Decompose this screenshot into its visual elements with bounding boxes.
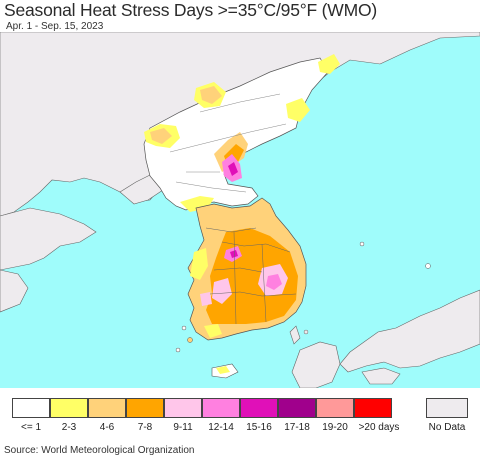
heat-stress-map — [0, 32, 480, 388]
japan-shikoku — [361, 367, 401, 385]
legend-swatch-3 — [126, 398, 164, 418]
legend-swatch-4 — [164, 398, 202, 418]
legend-label-3: 7-8 — [137, 422, 153, 433]
legend-swatch-9 — [354, 398, 392, 418]
legend-swatch-2 — [88, 398, 126, 418]
nk-yellow-patch-east — [286, 98, 310, 122]
legend-swatch-1 — [50, 398, 88, 418]
map-subtitle: Apr. 1 - Sep. 15, 2023 — [6, 21, 104, 32]
legend-label-4: 9-11 — [173, 422, 193, 433]
sk-admin-borders — [205, 227, 297, 325]
sk-pink-west — [212, 278, 232, 304]
legend-label-9: >20 days — [358, 422, 400, 433]
legend-swatch-8 — [316, 398, 354, 418]
legend: <= 1 2-3 4-6 7-8 9-11 12-14 15-16 17-18 … — [12, 398, 474, 438]
legend-label-7: 17-18 — [284, 422, 310, 433]
legend-swatch-0 — [12, 398, 50, 418]
legend-swatch-5 — [202, 398, 240, 418]
china-coast-south — [0, 269, 29, 313]
map-title: Seasonal Heat Stress Days >=35°C/95°F (W… — [4, 0, 378, 20]
pyongyang-core — [228, 162, 238, 176]
legend-label-8: 19-20 — [322, 422, 348, 433]
nk-orange-patch-north — [200, 86, 222, 104]
legend-swatch-nodata — [426, 398, 468, 418]
southwest-island-1 — [181, 325, 187, 331]
japan-island-small — [303, 329, 309, 335]
legend-label-2: 4-6 — [99, 422, 115, 433]
dokdo-island — [425, 263, 431, 269]
source-credit: Source: World Meteorological Organizatio… — [4, 445, 195, 456]
legend-label-nodata: No Data — [428, 422, 466, 433]
southwest-island-2 — [187, 337, 193, 343]
sk-pink-southwest — [200, 292, 212, 306]
japan-kyushu — [291, 341, 341, 388]
jeju-yellow — [216, 366, 230, 374]
sk-yellow-westcoast — [190, 248, 208, 280]
ulleungdo-island — [359, 241, 365, 247]
legend-label-6: 15-16 — [246, 422, 272, 433]
sk-hotspot-central — [230, 250, 238, 258]
tsushima-island — [289, 325, 301, 345]
southwest-island-3 — [175, 347, 181, 353]
legend-label-1: 2-3 — [61, 422, 77, 433]
shandong-peninsula — [0, 207, 97, 271]
nk-orange-patch-west — [150, 128, 172, 144]
legend-label-5: 12-14 — [208, 422, 234, 433]
legend-swatch-6 — [240, 398, 278, 418]
sk-yellow-south — [204, 324, 222, 338]
japan-honshu — [339, 289, 480, 373]
sk-magenta-daegu — [266, 274, 282, 290]
nk-admin-borders — [169, 93, 287, 193]
nk-yellow-patch-northeast — [318, 54, 340, 74]
legend-label-0: <= 1 — [20, 422, 42, 433]
legend-swatch-7 — [278, 398, 316, 418]
